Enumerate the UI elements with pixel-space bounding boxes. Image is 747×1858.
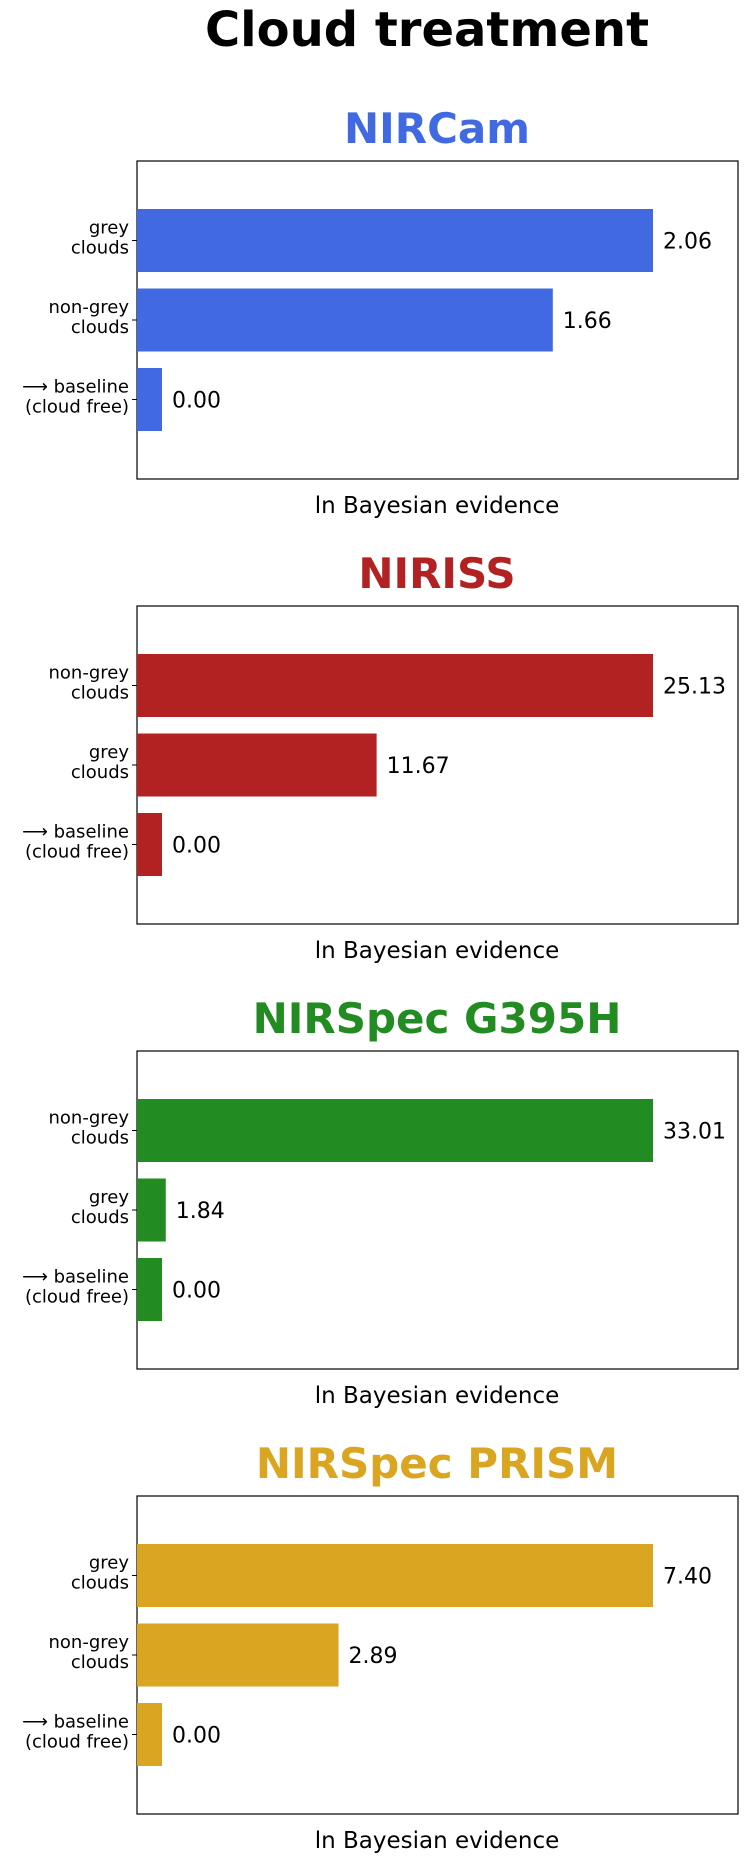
y-tick-label: grey clouds [71, 742, 129, 783]
chart-title: NIRSpec G395H [253, 994, 622, 1043]
data-label: 7.40 [663, 1565, 712, 1590]
y-tick-label: ⟶ baseline (cloud free) [22, 822, 129, 863]
figure-title: Cloud treatment [205, 2, 649, 58]
bar [137, 733, 377, 797]
y-tick-label: non-grey clouds [49, 297, 130, 338]
data-label: 25.13 [663, 675, 726, 700]
chart-panel-0: NIRCam 2.06 grey clouds 1.66 non-grey clouds 0.… [22, 104, 739, 519]
chart-panel-1: NIRISS 25.13 non-grey clouds 11.67 grey clouds… [22, 549, 739, 964]
y-tick-label: ⟶ baseline (cloud free) [22, 1712, 129, 1753]
bar [137, 1178, 166, 1242]
bar [137, 1703, 162, 1766]
chart-panel-2: NIRSpec G395H 33.01 non-grey clouds 1.84 grey… [22, 994, 739, 1409]
data-label: 1.84 [176, 1199, 225, 1224]
y-tick-label: ⟶ baseline (cloud free) [22, 1267, 129, 1308]
x-axis-label: ln Bayesian evidence [315, 938, 560, 964]
data-label: 11.67 [387, 754, 450, 779]
x-axis-label: ln Bayesian evidence [315, 1383, 560, 1409]
y-tick-label: non-grey clouds [49, 1632, 130, 1673]
axes-frame [136, 1050, 739, 1370]
bar [137, 1544, 653, 1607]
x-axis-label: ln Bayesian evidence [315, 1828, 560, 1854]
data-label: 0.00 [172, 389, 221, 414]
y-tick-label: ⟶ baseline (cloud free) [22, 377, 129, 418]
data-label: 0.00 [172, 1724, 221, 1749]
chart-title: NIRCam [344, 104, 530, 153]
data-label: 0.00 [172, 1279, 221, 1304]
data-label: 1.66 [563, 309, 612, 334]
chart-title: NIRSpec PRISM [256, 1439, 618, 1488]
bar [137, 813, 162, 876]
bar [137, 1258, 162, 1321]
chart-panel-3: NIRSpec PRISM 7.40 grey clouds 2.89 non-grey c… [22, 1439, 739, 1854]
bar [137, 1099, 653, 1162]
y-tick-label: non-grey clouds [49, 1108, 130, 1149]
chart-title: NIRISS [358, 549, 515, 598]
y-tick-label: grey clouds [71, 1553, 129, 1594]
y-tick-label: grey clouds [71, 218, 129, 259]
data-label: 33.01 [663, 1120, 726, 1145]
y-tick-label: non-grey clouds [49, 663, 130, 704]
data-label: 0.00 [172, 834, 221, 859]
bar [137, 209, 653, 272]
bar [137, 368, 162, 431]
y-tick-label: grey clouds [71, 1187, 129, 1228]
x-axis-label: ln Bayesian evidence [315, 493, 560, 519]
bar [137, 288, 553, 352]
data-label: 2.89 [349, 1644, 398, 1669]
data-label: 2.06 [663, 230, 712, 255]
bar [137, 1623, 339, 1687]
bar [137, 654, 653, 717]
